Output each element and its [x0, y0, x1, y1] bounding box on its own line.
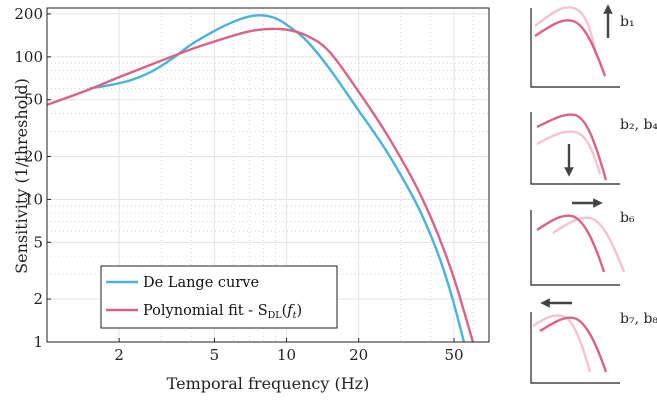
x-tick-label: 50 — [444, 346, 463, 364]
legend-label-paren-close: ) — [296, 303, 302, 319]
panel-light-curve — [552, 216, 626, 273]
y-tick-label: 2 — [33, 290, 43, 308]
y-axis-label: Sensitivity (1/threshold) — [12, 78, 31, 274]
panel-b2-b4: b₂, b₄ — [530, 112, 657, 185]
legend-label-prefix: Polynomial fit - S — [143, 303, 268, 319]
panel-b6: b₆ — [530, 198, 635, 286]
panel-b7-b8: b₇, b₈ — [530, 298, 657, 384]
y-tick-label: 5 — [33, 233, 43, 251]
plot-frame — [46, 7, 490, 343]
x-axis-label: Temporal frequency (Hz) — [167, 374, 370, 393]
y-tick-label: 200 — [14, 5, 43, 23]
x-tick-label: 10 — [277, 346, 296, 364]
y-tick-label: 50 — [24, 91, 43, 109]
series-line-polynomial-fit — [47, 27, 475, 342]
parameter-panels: b₁ b₂, b₄ b₆ b₇, b₈ — [530, 4, 657, 384]
panel-dark-curve — [534, 19, 607, 77]
x-tick-label: 20 — [349, 346, 368, 364]
panel-light-curve — [532, 314, 592, 373]
legend-label-de-lange: De Lange curve — [143, 275, 259, 291]
panel-light-curve — [536, 130, 602, 175]
panel-dark-curve — [536, 113, 608, 181]
legend-label-subscript: DL — [268, 310, 283, 321]
legend: De Lange curve Polynomial fit - SDL(ft) — [100, 265, 338, 329]
legend-label-subscript-t: t — [293, 310, 297, 321]
panel-axes — [530, 8, 620, 88]
y-tick-label: 100 — [14, 48, 43, 66]
panel-label: b₁ — [620, 14, 635, 30]
x-tick-label: 5 — [210, 346, 220, 364]
panel-axes — [530, 112, 620, 185]
panel-dark-curve — [539, 316, 608, 373]
axis-ticks: 2 5 10 20 50 1 2 5 10 20 50 100 200 — [14, 5, 463, 364]
panel-axes — [530, 210, 620, 286]
panel-light-curve — [534, 6, 598, 56]
series-line-de-lange — [88, 14, 466, 342]
legend-label-f: f — [286, 303, 295, 319]
panel-label: b₂, b₄ — [620, 117, 657, 133]
y-tick-label: 20 — [24, 147, 43, 165]
panel-b1: b₁ — [530, 4, 635, 88]
grid — [47, 8, 489, 343]
panel-label: b₇, b₈ — [620, 311, 657, 327]
panel-label: b₆ — [620, 210, 635, 226]
legend-label-paren-open: ( — [282, 303, 288, 319]
x-tick-label: 2 — [114, 346, 124, 364]
legend-label-polynomial-fit: Polynomial fit - SDL(ft) — [143, 303, 302, 321]
panel-axes — [530, 312, 620, 384]
y-tick-label: 10 — [24, 190, 43, 208]
y-tick-label: 1 — [33, 333, 43, 351]
legend-box — [100, 265, 338, 329]
panel-dark-curve — [536, 214, 606, 273]
series-layer — [47, 14, 475, 342]
